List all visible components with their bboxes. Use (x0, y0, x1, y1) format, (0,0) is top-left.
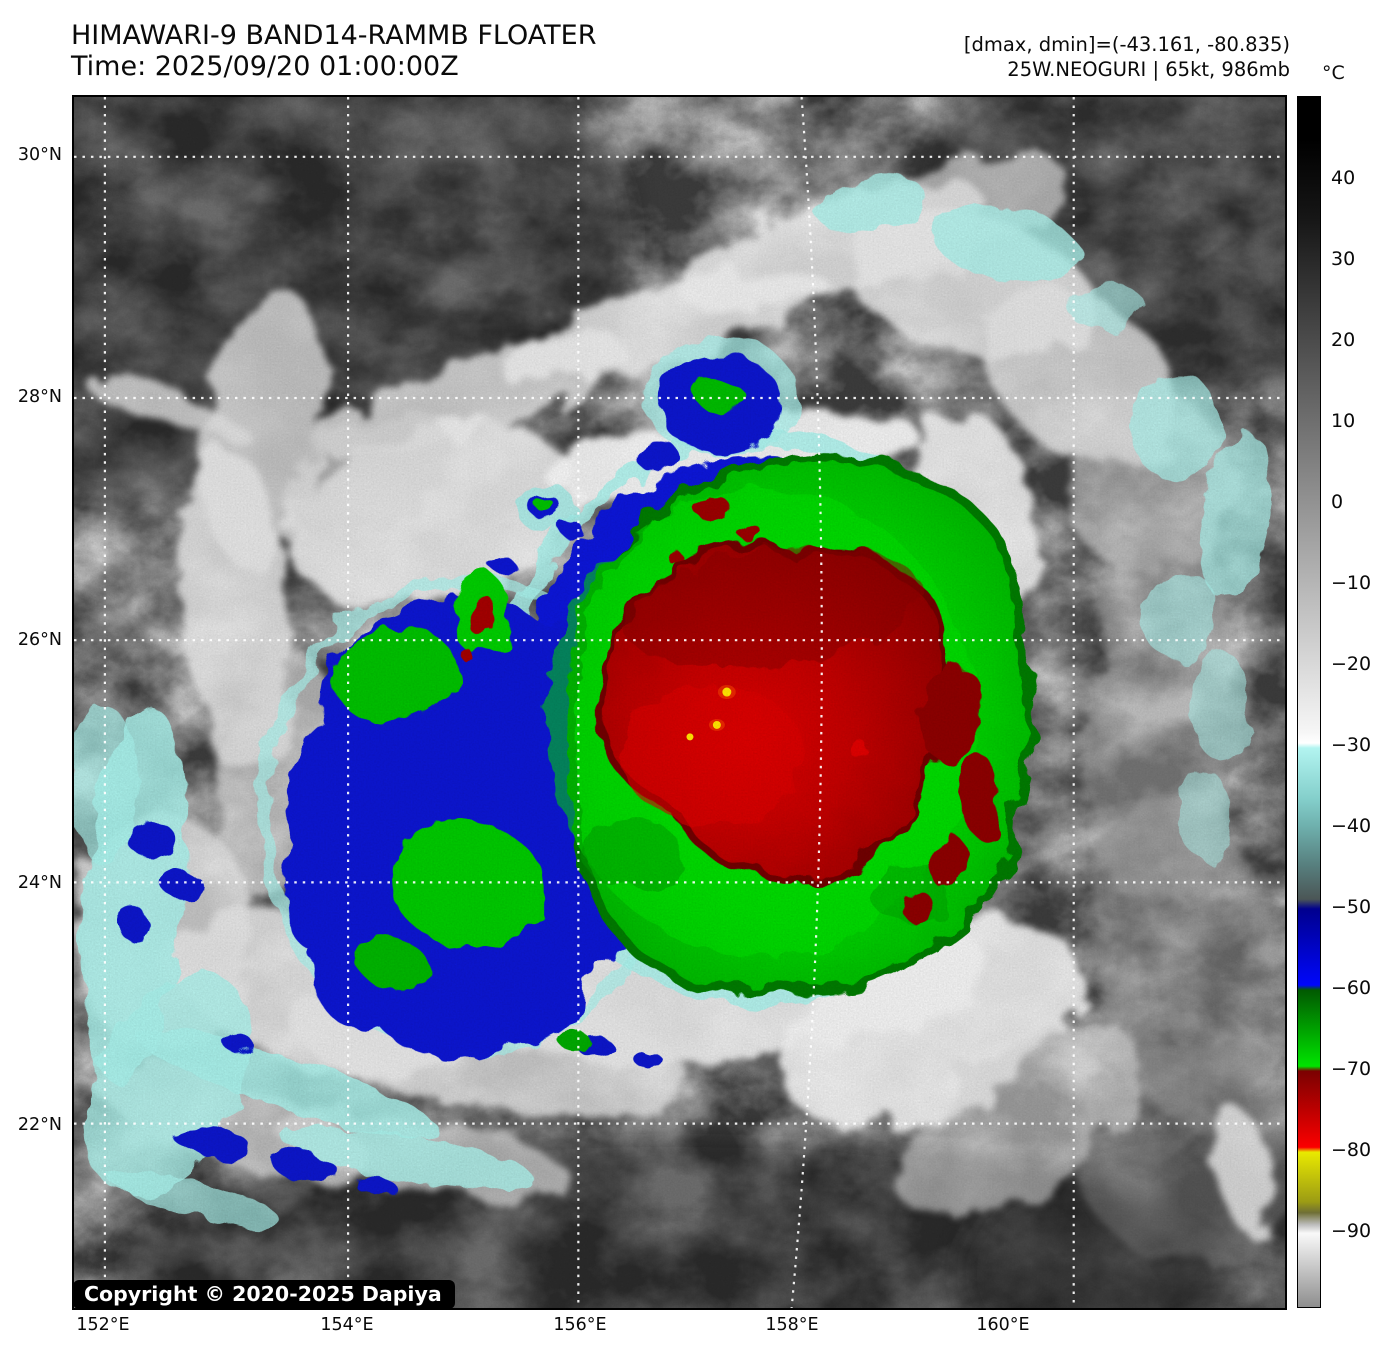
colorbar-tick-label: −50 (1331, 896, 1372, 918)
colorbar-tick-label: −20 (1331, 653, 1372, 675)
storm-info-readout: 25W.NEOGURI | 65kt, 986mb (1007, 57, 1290, 81)
latitude-label: 28°N (17, 387, 62, 407)
colorbar-tick-label: 40 (1331, 167, 1356, 189)
longitude-label: 152°E (76, 1315, 130, 1335)
colorbar-tick-label: −70 (1331, 1058, 1372, 1080)
latitude-label: 24°N (17, 873, 62, 893)
copyright-badge: Copyright © 2020-2025 Dapiya (73, 1280, 455, 1309)
satellite-image (74, 97, 1285, 1308)
timestamp: Time: 2025/09/20 01:00:00Z (71, 51, 459, 82)
colorbar-tick-label: 0 (1331, 491, 1344, 513)
dmax-dmin-readout: [dmax, dmin]=(-43.161, -80.835) (963, 33, 1290, 56)
colorbar-tick-label: −10 (1331, 572, 1372, 594)
longitude-label: 156°E (553, 1315, 607, 1335)
pixel-grain-overlay (74, 97, 1285, 1308)
satellite-image-frame (72, 95, 1287, 1310)
colorbar-tick-label: −60 (1331, 977, 1372, 999)
colorbar-tick-label: −40 (1331, 815, 1372, 837)
latitude-label: 26°N (17, 630, 62, 650)
longitude-label: 154°E (320, 1315, 374, 1335)
colorbar-tick-label: 20 (1331, 329, 1356, 351)
page-title: HIMAWARI-9 BAND14-RAMMB FLOATER (71, 20, 597, 51)
colorbar-tick-label: −90 (1331, 1220, 1372, 1242)
graticule-gridlines (74, 97, 1285, 1308)
colorbar-tick-label: −30 (1331, 734, 1372, 756)
latitude-label: 22°N (17, 1115, 62, 1135)
longitude-label: 158°E (765, 1315, 819, 1335)
colorbar-unit-label: °C (1322, 62, 1345, 84)
colorbar-tick-label: 30 (1331, 248, 1356, 270)
colorbar-tick-label: −80 (1331, 1139, 1372, 1161)
header-right-block: [dmax, dmin]=(-43.161, -80.835) 25W.NEOG… (964, 33, 1290, 82)
temperature-colorbar (1297, 96, 1321, 1308)
colorbar-tick-label: 10 (1331, 410, 1356, 432)
latitude-label: 30°N (17, 145, 62, 165)
longitude-label: 160°E (976, 1315, 1030, 1335)
